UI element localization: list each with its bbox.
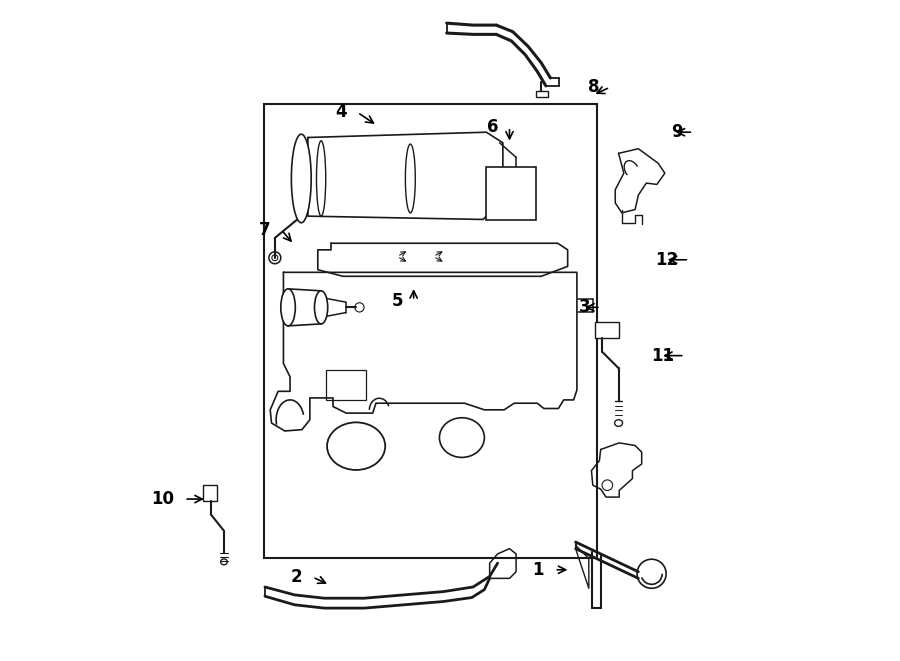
Text: 1: 1 xyxy=(533,561,544,579)
Bar xyxy=(264,104,597,558)
Text: 6: 6 xyxy=(488,118,499,136)
Ellipse shape xyxy=(615,420,623,426)
Bar xyxy=(202,485,217,501)
Ellipse shape xyxy=(269,252,281,264)
Ellipse shape xyxy=(327,422,385,470)
Ellipse shape xyxy=(220,559,227,564)
Text: 2: 2 xyxy=(291,568,302,586)
Text: 11: 11 xyxy=(651,346,674,365)
Text: 12: 12 xyxy=(655,251,679,269)
Ellipse shape xyxy=(314,291,328,324)
Text: 9: 9 xyxy=(671,123,683,141)
Bar xyxy=(596,322,618,338)
Text: 10: 10 xyxy=(150,490,174,508)
Text: 8: 8 xyxy=(588,78,599,97)
Bar xyxy=(327,370,366,400)
Ellipse shape xyxy=(292,134,311,223)
Bar xyxy=(536,91,548,97)
Circle shape xyxy=(637,559,666,588)
Text: 4: 4 xyxy=(336,103,346,122)
Ellipse shape xyxy=(281,289,295,326)
Ellipse shape xyxy=(272,255,278,260)
Text: 5: 5 xyxy=(392,292,403,310)
Bar xyxy=(486,167,536,220)
Text: 3: 3 xyxy=(579,298,590,317)
Text: 7: 7 xyxy=(259,221,271,239)
Ellipse shape xyxy=(439,418,484,457)
